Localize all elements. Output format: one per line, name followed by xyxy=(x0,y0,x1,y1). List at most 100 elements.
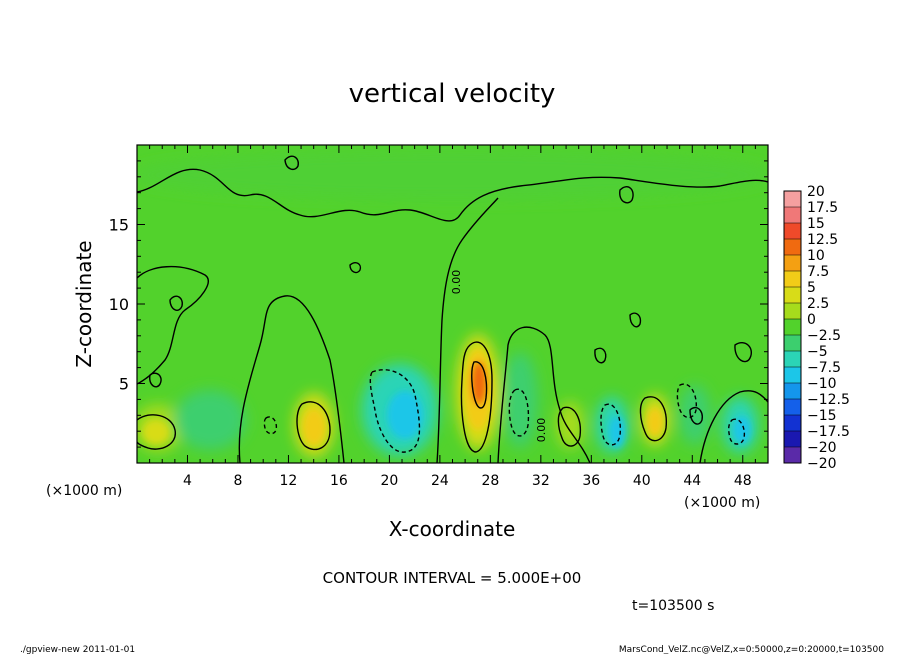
footer-right: MarsCond_VelZ.nc@VelZ,x=0:50000,z=0:2000… xyxy=(619,645,884,654)
y-tick-label: 10 xyxy=(109,295,129,314)
colorbar-label: −17.5 xyxy=(807,424,850,440)
contour-small-7 xyxy=(149,372,162,388)
colorbar-label: 5 xyxy=(807,280,816,296)
contour-neg-30 xyxy=(508,388,530,437)
x-tick-label: 44 xyxy=(683,473,701,489)
x-tick-label: 16 xyxy=(330,473,348,489)
x-tick-label: 36 xyxy=(582,473,600,489)
x-axis-label: X-coordinate xyxy=(389,517,516,541)
core-up-left xyxy=(143,420,169,444)
contour-neg-20 xyxy=(369,369,421,453)
x-tick-label: 24 xyxy=(431,473,449,489)
x-unit-left: (×1000 m) xyxy=(46,483,122,499)
colorbar-label: −10 xyxy=(807,376,837,392)
contour-lines xyxy=(137,155,768,463)
colorbar-label: −5 xyxy=(807,344,828,360)
core-up-41 xyxy=(647,408,663,436)
colorbar-swatch xyxy=(784,303,801,320)
colorbar-swatch xyxy=(784,447,801,464)
contour-up-14 xyxy=(296,401,331,451)
contour-small-2 xyxy=(349,262,362,274)
contour-up-34 xyxy=(557,406,582,447)
x-tick-label: 8 xyxy=(233,473,242,489)
contour-right-zone xyxy=(497,326,591,463)
colorbar-swatch xyxy=(784,223,801,240)
colorbar-swatch xyxy=(784,319,801,336)
contour-small-1 xyxy=(284,155,299,171)
x-axis: 4 8 12 16 20 24 28 32 36 40 44 48 xyxy=(136,145,769,489)
x-tick-label: 4 xyxy=(183,473,192,489)
colorbar-label: −20 xyxy=(807,456,837,472)
contour-neg-9 xyxy=(263,416,278,435)
region-down-44 xyxy=(679,385,711,445)
x-unit-right: (×1000 m) xyxy=(684,495,760,511)
contour-top-cloud xyxy=(137,168,768,222)
y-axis-label: Z-coordinate xyxy=(72,240,96,367)
contour-zero-24 xyxy=(436,197,499,463)
colorbar-label: −15 xyxy=(807,408,837,424)
colorbar-swatch xyxy=(784,431,801,448)
x-tick-label: 20 xyxy=(380,473,398,489)
contour-small-3 xyxy=(629,312,642,328)
contour-neg-44 xyxy=(676,383,697,419)
contour-plume-14 xyxy=(238,295,345,463)
contour-up-41 xyxy=(639,396,667,442)
colorbar-label: 12.5 xyxy=(807,232,838,248)
region-up-34 xyxy=(556,401,584,449)
region-down-30 xyxy=(502,352,538,448)
contour-small-4 xyxy=(594,347,607,364)
contour-small-9 xyxy=(619,186,634,204)
y-tick-label: 15 xyxy=(109,216,129,235)
contour-interval-text: CONTOUR INTERVAL = 5.000E+00 xyxy=(323,569,582,587)
contour-up-27-inner xyxy=(471,361,488,409)
x-tick-label: 28 xyxy=(481,473,499,489)
x-tick-label: 48 xyxy=(734,473,752,489)
core-down-38 xyxy=(609,416,625,448)
colorbar-frame xyxy=(783,190,802,464)
x-tick-label: 40 xyxy=(633,473,651,489)
core-down-48 xyxy=(733,416,751,444)
colorbar-swatch xyxy=(784,367,801,384)
colorbar-label: −7.5 xyxy=(807,360,841,376)
region-down-left xyxy=(174,390,246,450)
colorbar-swatch xyxy=(784,207,801,224)
region-light-green-top xyxy=(137,150,768,200)
core-up-14 xyxy=(303,409,325,445)
colorbar-label: 7.5 xyxy=(807,264,829,280)
footer-left: ./gpview-new 2011-01-01 xyxy=(20,645,135,654)
contour-label-1: 0.00 xyxy=(450,270,463,295)
colorbar-label: −2.5 xyxy=(807,328,841,344)
contour-small-6 xyxy=(689,406,704,425)
colorbar-label: 20 xyxy=(807,184,825,200)
colorbar-swatch xyxy=(784,351,801,368)
colorbar-label: −12.5 xyxy=(807,392,850,408)
colorbar-label: 2.5 xyxy=(807,296,829,312)
colorbar-label: 17.5 xyxy=(807,200,838,216)
colorbar-label: −20 xyxy=(807,440,837,456)
colorbar-label: 10 xyxy=(807,248,825,264)
colorbar-label: 0 xyxy=(807,312,816,328)
x-tick-label: 12 xyxy=(280,473,298,489)
contour-left-plume xyxy=(137,265,209,385)
plot-area: 0.00 0.00 xyxy=(137,145,768,463)
colorbar: 2017.51512.5107.552.50−2.5−5−7.5−10−12.5… xyxy=(783,184,850,472)
contour-neg-48 xyxy=(727,418,746,445)
colorbar-swatch xyxy=(784,287,801,304)
contour-small-8 xyxy=(169,295,184,311)
colorbar-swatch xyxy=(784,383,801,400)
colorbar-swatch xyxy=(784,191,801,208)
contour-up-left xyxy=(137,414,176,450)
y-tick-label: 5 xyxy=(119,375,129,394)
core-up-27-b xyxy=(471,361,487,405)
colorbar-swatch xyxy=(784,415,801,432)
contour-neg-38 xyxy=(600,403,622,446)
contour-right-edge xyxy=(699,390,768,463)
colorbar-swatch xyxy=(784,335,801,352)
colorbar-swatch xyxy=(784,271,801,288)
colorbar-swatch xyxy=(784,399,801,416)
colorbar-swatch xyxy=(784,239,801,256)
colorbar-swatch xyxy=(784,255,801,272)
contour-small-5 xyxy=(734,341,752,363)
y-axis: 5 10 15 xyxy=(109,144,768,464)
